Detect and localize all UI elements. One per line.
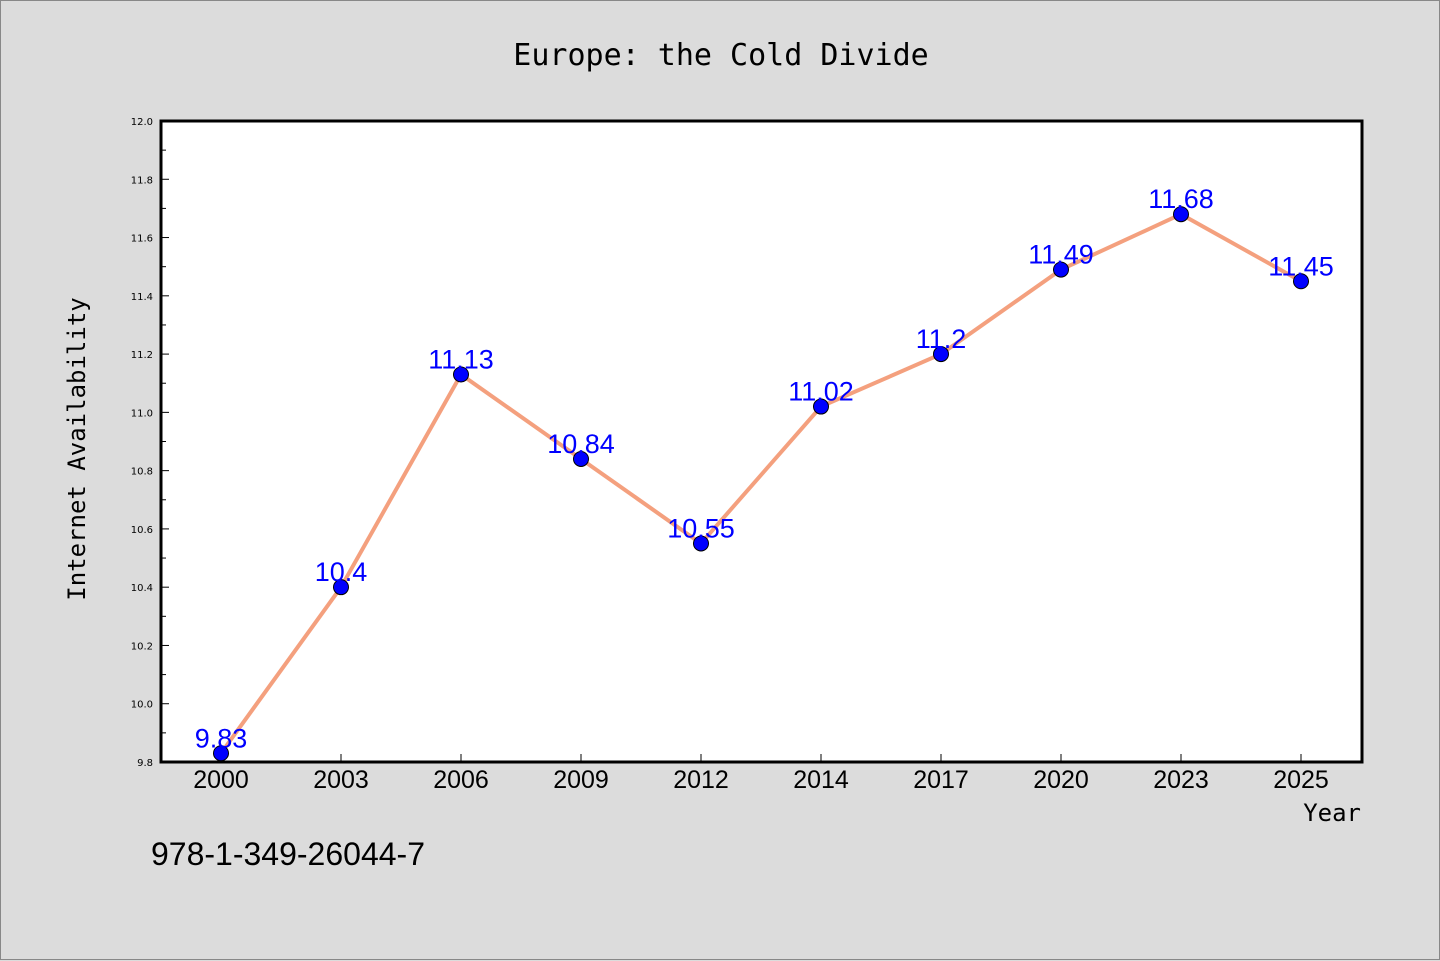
footer-isbn: 978-1-349-26044-7 <box>151 836 425 872</box>
series-group: 9.83 10.4 11.13 10.84 10.55 11.02 11.2 11.49 11.… <box>195 184 1334 762</box>
y-tick-label: 11.2 <box>131 350 153 361</box>
data-label: 11.02 <box>788 377 854 407</box>
chart-title: Europe: the Cold Divide <box>513 38 928 73</box>
data-point <box>1293 273 1309 290</box>
y-tick-label: 11.8 <box>131 175 153 186</box>
series-line <box>219 212 1302 755</box>
data-point <box>1173 206 1189 223</box>
y-tick-label: 10.8 <box>131 467 153 478</box>
x-tick-label: 2009 <box>553 766 609 794</box>
data-label: 10.55 <box>667 513 735 543</box>
x-tick-label: 2025 <box>1273 766 1329 794</box>
data-point <box>1053 261 1069 278</box>
x-axis-label: Year <box>1303 799 1361 827</box>
data-point <box>573 450 589 467</box>
data-point <box>453 366 469 383</box>
y-tick-label: 11.6 <box>131 234 153 245</box>
y-tick-label: 10.6 <box>131 525 153 536</box>
data-point <box>333 579 349 596</box>
data-point <box>693 535 709 552</box>
x-tick-label: 2020 <box>1033 766 1089 794</box>
data-label: 11.68 <box>1148 184 1214 214</box>
data-label: 10.84 <box>547 429 615 459</box>
x-tick-label: 2023 <box>1153 766 1209 794</box>
data-label: 10.4 <box>315 557 368 587</box>
data-point <box>813 398 829 415</box>
x-tick-label: 2003 <box>313 766 369 794</box>
data-point <box>213 745 229 762</box>
data-label: 11.13 <box>428 344 494 374</box>
y-tick-label: 10.0 <box>131 700 153 711</box>
y-tick-label: 9.8 <box>137 758 153 769</box>
x-tick-label: 2000 <box>193 766 249 794</box>
x-tick-label: 2012 <box>673 766 729 794</box>
x-tick-label: 2017 <box>913 766 969 794</box>
y-tick-label: 11.0 <box>131 408 153 419</box>
y-axis-ticks: 9.8 10.0 10.2 10.4 10.6 10.8 11.0 11.2 11.4 11.6 1… <box>131 117 169 769</box>
data-label: 11.2 <box>916 324 967 354</box>
y-tick-label: 12.0 <box>131 117 153 128</box>
y-tick-label: 10.4 <box>131 583 153 594</box>
x-tick-label: 2006 <box>433 766 489 794</box>
y-tick-label: 10.2 <box>131 641 153 652</box>
x-tick-label: 2014 <box>793 766 849 794</box>
y-tick-label: 11.4 <box>131 292 153 303</box>
x-axis-ticks: 2000 2003 2006 2009 2012 2014 2017 2020 2023 2025 <box>193 754 1329 794</box>
y-axis-label: Internet Availability <box>63 297 91 600</box>
data-point <box>933 346 949 363</box>
data-label: 11.49 <box>1028 240 1094 270</box>
data-label: 11.45 <box>1268 251 1334 281</box>
data-label: 9.83 <box>195 723 248 753</box>
plot-area <box>159 119 1364 764</box>
